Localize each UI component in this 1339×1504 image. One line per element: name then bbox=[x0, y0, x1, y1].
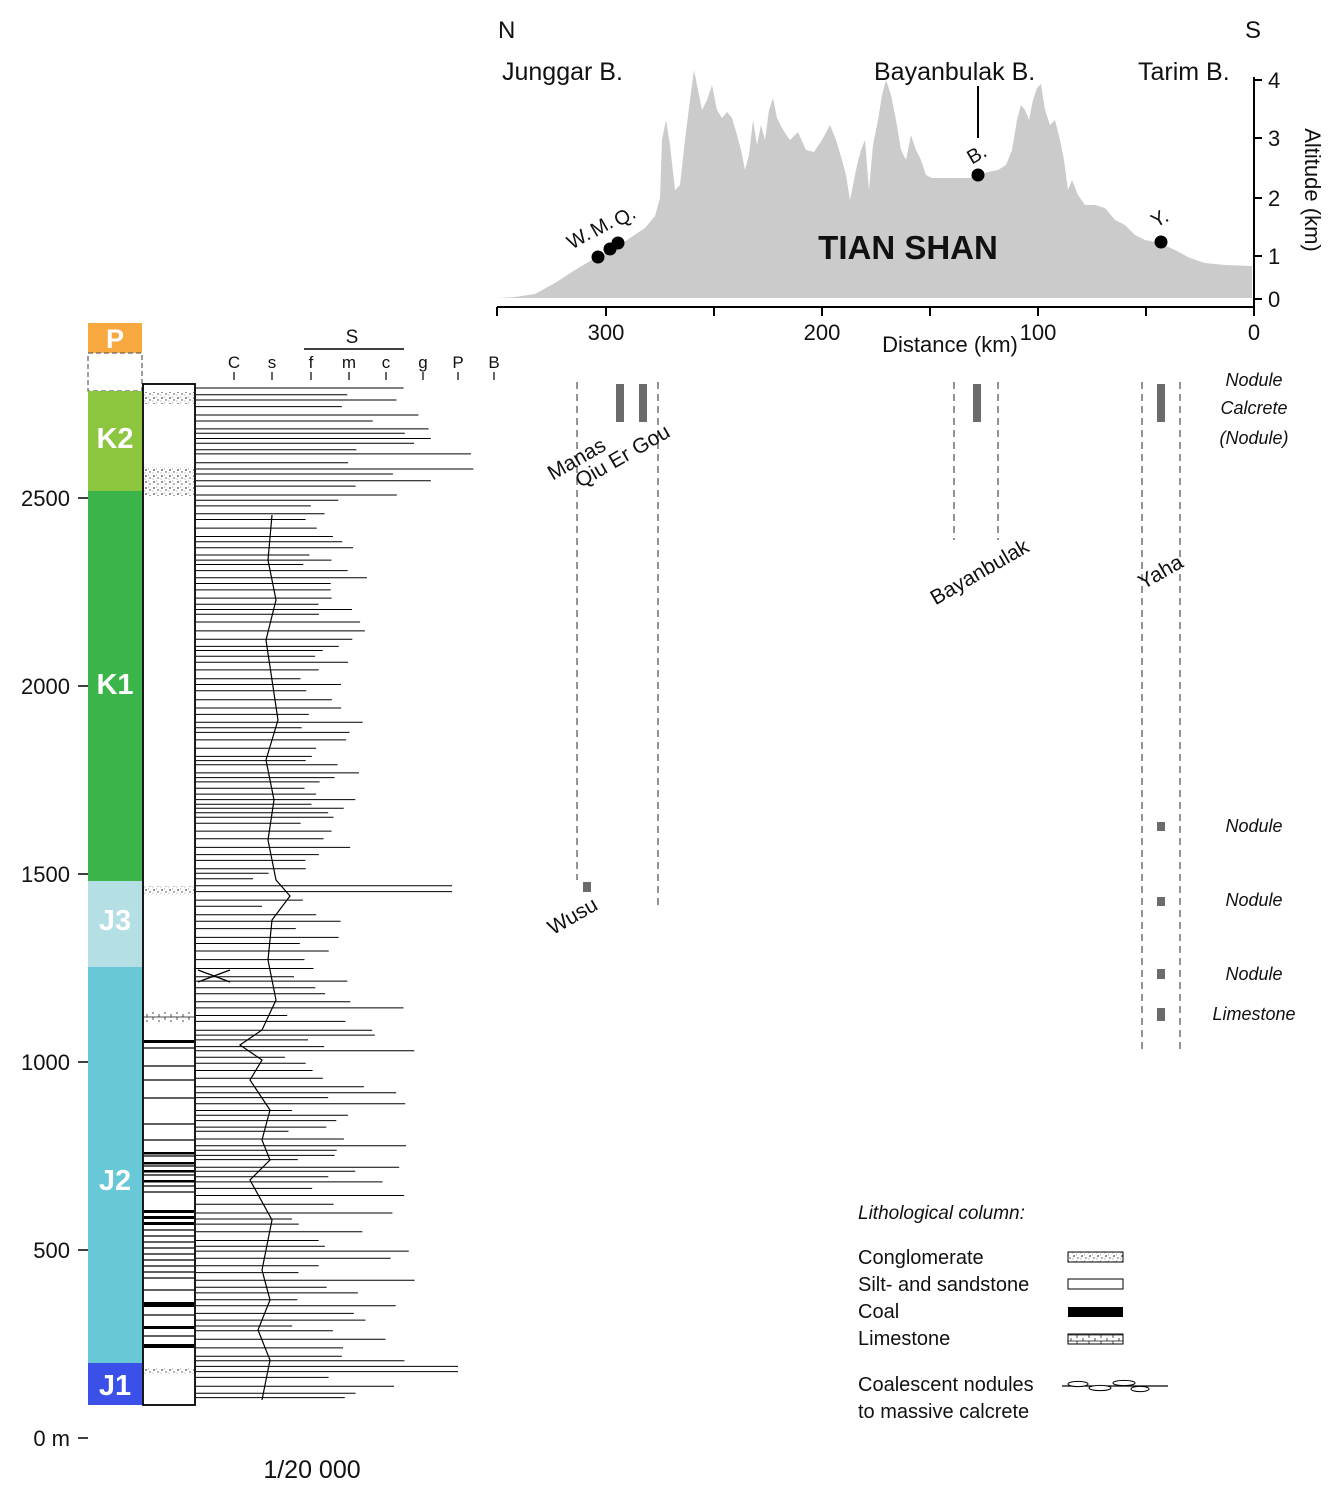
unit-label-k2: K2 bbox=[96, 423, 133, 455]
point-b-label: B. bbox=[963, 141, 990, 170]
legend-label-limestone: Limestone bbox=[858, 1328, 950, 1350]
tian-shan-label: TIAN SHAN bbox=[818, 229, 998, 266]
unit-bar-k2 bbox=[88, 391, 142, 491]
grain-label-p: P bbox=[452, 353, 463, 372]
calcrete-bar-qiu-er-gou bbox=[639, 384, 647, 422]
distance-axis-ticks bbox=[496, 307, 1255, 316]
label-nodule-1: Nodule bbox=[1225, 816, 1282, 836]
south-label: S bbox=[1245, 17, 1261, 44]
unit-label-p: P bbox=[106, 324, 124, 354]
label-top-nodule-paren: (Nodule) bbox=[1219, 428, 1288, 448]
altitude-tick-3: 3 bbox=[1268, 126, 1280, 151]
distance-tick-200: 200 bbox=[804, 320, 841, 345]
label-nodule-3: Nodule bbox=[1225, 964, 1282, 984]
grain-size-scale: S C s f m c g P B bbox=[228, 327, 500, 380]
point-w bbox=[591, 250, 605, 264]
depth-tick-2000: 2000 bbox=[21, 674, 70, 699]
legend-label-nodules-2: to massive calcrete bbox=[858, 1401, 1029, 1423]
altitude-tick-4: 4 bbox=[1268, 68, 1280, 93]
label-limestone: Limestone bbox=[1212, 1004, 1295, 1024]
grain-group-s: S bbox=[346, 327, 359, 348]
legend-label-nodules-1: Coalescent nodules bbox=[858, 1374, 1034, 1396]
distance-tick-0: 0 bbox=[1248, 320, 1260, 345]
unit-bar-j2 bbox=[88, 967, 142, 1363]
unit-bar-j1 bbox=[88, 1363, 142, 1405]
log-sand-trace bbox=[238, 514, 291, 1401]
point-q bbox=[611, 236, 625, 250]
calcrete-bar-manas bbox=[616, 384, 624, 422]
legend-swatch-conglomerate bbox=[1067, 1251, 1124, 1263]
tarim-basin-label: Tarim B. bbox=[1138, 58, 1230, 86]
unit-bar-p bbox=[88, 323, 142, 353]
unit-bar-j3 bbox=[88, 881, 142, 967]
grain-label-m: m bbox=[342, 353, 356, 372]
legend-label-conglomerate: Conglomerate bbox=[858, 1247, 984, 1269]
grain-label-c: C bbox=[228, 353, 240, 372]
legend-swatch-coal bbox=[1068, 1307, 1123, 1317]
depth-tick-0: 0 m bbox=[33, 1426, 70, 1451]
legend-label-sandstone: Silt- and sandstone bbox=[858, 1274, 1029, 1296]
section-label-wusu: Wusu bbox=[544, 893, 602, 940]
point-y bbox=[1154, 235, 1168, 249]
nodule-mark-yaha-3 bbox=[1157, 969, 1165, 979]
depth-tick-500: 500 bbox=[33, 1238, 70, 1263]
lithology-fills bbox=[144, 392, 194, 1374]
label-nodule-2: Nodule bbox=[1225, 890, 1282, 910]
distance-tick-300: 300 bbox=[588, 320, 625, 345]
depth-ticks bbox=[78, 497, 88, 1439]
unit-label-j3: J3 bbox=[99, 905, 131, 937]
section-correlation: Manas Qiu Er Gou Wusu Bayanbulak Yaha No… bbox=[544, 370, 1296, 1050]
bayanbulak-basin-label: Bayanbulak B. bbox=[874, 58, 1035, 86]
legend-swatch-nodules bbox=[1062, 1379, 1168, 1393]
distance-tick-100: 100 bbox=[1020, 320, 1057, 345]
legend-title: Lithological column: bbox=[858, 1203, 1025, 1224]
legend: Lithological column: Conglomerate Silt- … bbox=[858, 1203, 1168, 1423]
altitude-axis-label: Altitude (km) bbox=[1300, 128, 1325, 251]
unit-label-j2: J2 bbox=[99, 1165, 131, 1197]
grain-label-b: B bbox=[488, 353, 499, 372]
depth-tick-1500: 1500 bbox=[21, 862, 70, 887]
log-crossbed-symbol bbox=[197, 969, 231, 983]
nodule-mark-wusu bbox=[583, 882, 591, 892]
label-top-nodule: Nodule bbox=[1225, 370, 1282, 390]
point-y-label: Y. bbox=[1147, 205, 1172, 232]
junggar-basin-label: Junggar B. bbox=[502, 58, 623, 86]
nodule-mark-yaha-2 bbox=[1157, 897, 1165, 906]
unit-bar-k1 bbox=[88, 491, 142, 881]
grain-label-s: s bbox=[268, 353, 277, 372]
stratigraphic-column: P K2 K1 J3 J2 J1 2500 2000 1500 1000 500… bbox=[21, 323, 500, 1484]
point-b bbox=[971, 168, 985, 182]
scale-label: 1/20 000 bbox=[263, 1456, 360, 1484]
altitude-tick-2: 2 bbox=[1268, 186, 1280, 211]
relief-silhouette bbox=[497, 70, 1252, 298]
nodule-mark-yaha-1 bbox=[1157, 822, 1165, 831]
label-top-calcrete: Calcrete bbox=[1220, 398, 1287, 418]
section-label-bayanbulak: Bayanbulak bbox=[926, 535, 1033, 610]
legend-label-coal: Coal bbox=[858, 1301, 899, 1323]
legend-swatch-sandstone bbox=[1067, 1278, 1124, 1290]
topographic-profile: N S Junggar B. Bayanbulak B. Tarim B. TI… bbox=[496, 17, 1325, 357]
depth-tick-2500: 2500 bbox=[21, 486, 70, 511]
grain-size-log bbox=[196, 387, 474, 1399]
grain-label-g: g bbox=[418, 353, 427, 372]
depth-tick-1000: 1000 bbox=[21, 1050, 70, 1075]
north-label: N bbox=[498, 17, 515, 44]
grain-label-c2: c bbox=[382, 353, 391, 372]
calcrete-bar-yaha bbox=[1157, 384, 1165, 422]
calcrete-bar-bayanbulak bbox=[973, 384, 981, 422]
unit-label-j1: J1 bbox=[99, 1370, 131, 1402]
altitude-tick-1: 1 bbox=[1268, 244, 1280, 269]
altitude-axis-ticks bbox=[1254, 79, 1262, 300]
distance-axis-label: Distance (km) bbox=[882, 332, 1018, 357]
legend-swatch-limestone bbox=[1067, 1333, 1124, 1345]
grain-label-f: f bbox=[309, 353, 314, 372]
unit-bar-p-gap bbox=[87, 352, 143, 392]
unit-label-k1: K1 bbox=[96, 669, 133, 701]
altitude-tick-0: 0 bbox=[1268, 287, 1280, 312]
limestone-mark-yaha bbox=[1157, 1008, 1165, 1021]
